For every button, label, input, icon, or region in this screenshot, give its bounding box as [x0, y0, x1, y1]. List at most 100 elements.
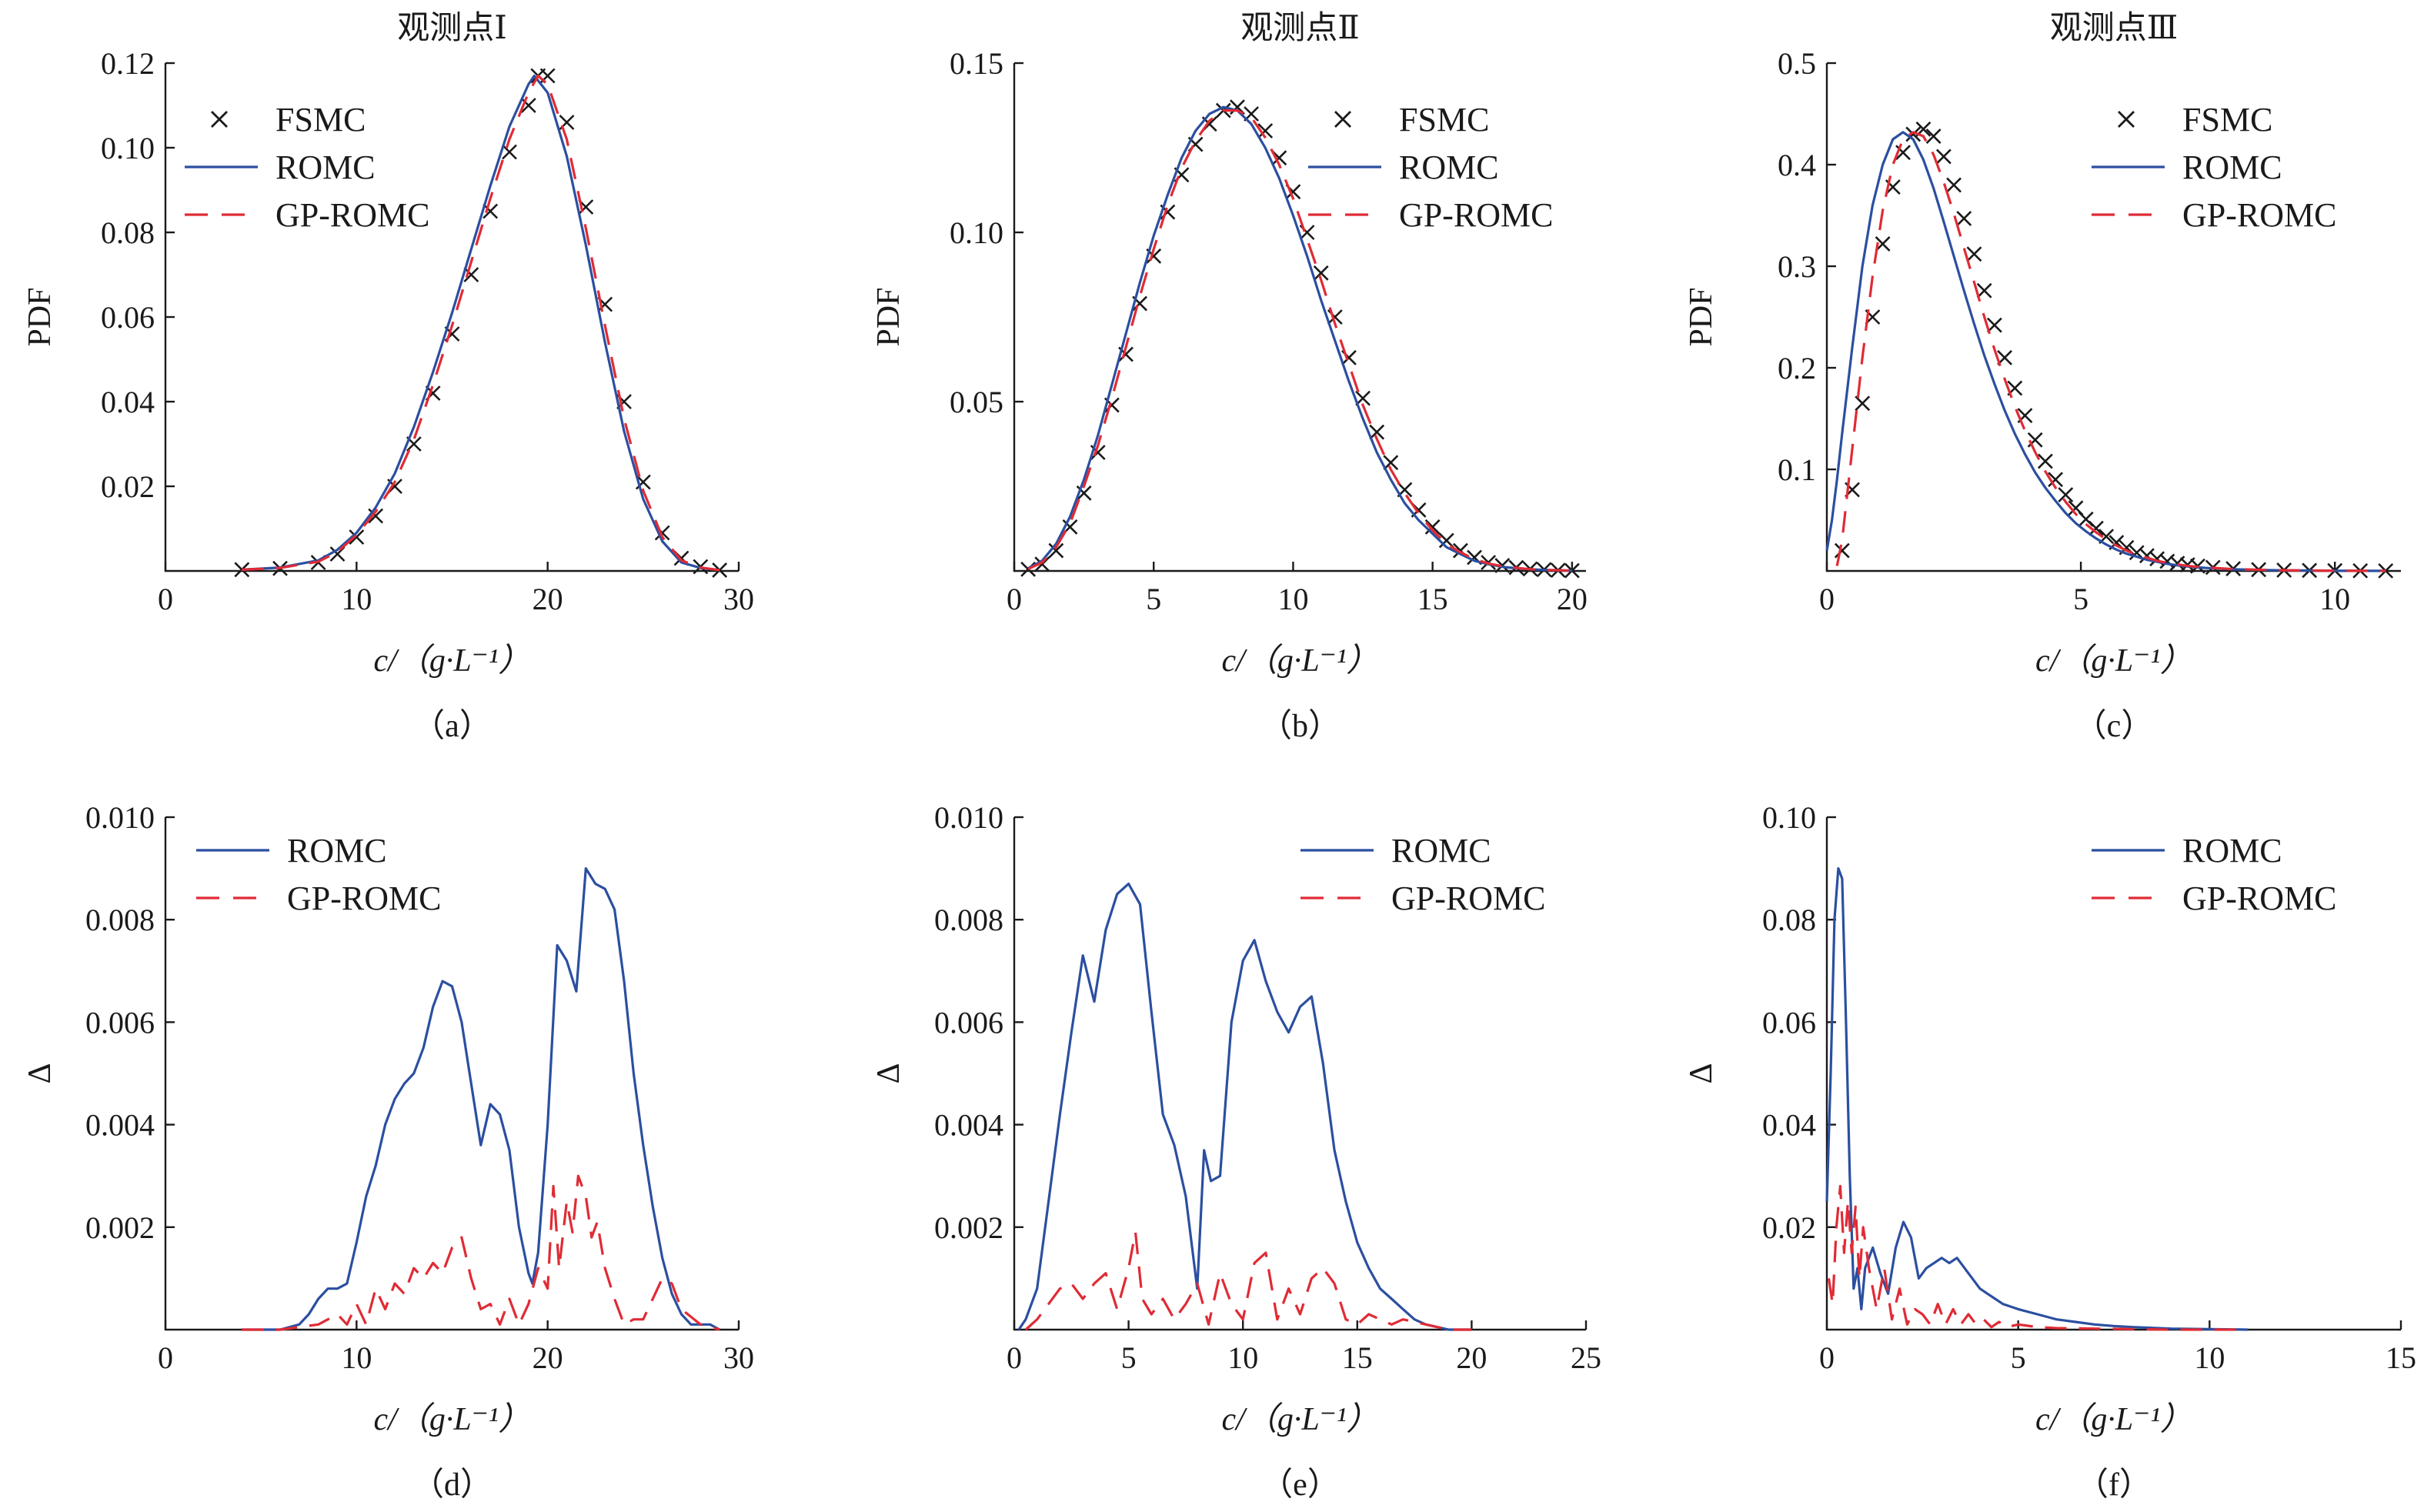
x-tick-label: 0	[1007, 582, 1022, 616]
legend-marker-x	[1334, 111, 1351, 128]
y-tick-label: 0.12	[101, 46, 155, 81]
x-tick-label: 30	[723, 1340, 754, 1375]
panel-a: 0 10 20 30 0.02 0.04 0.06 0.08 0.10 0.12 c/（g·L⁻¹）…	[22, 11, 754, 744]
y-axis-title: Δ	[871, 1063, 906, 1083]
series-romc	[242, 74, 720, 572]
series-line	[1825, 131, 2386, 572]
x-tick-label: 15	[1342, 1340, 1373, 1375]
y-tick-label: 0.3	[1778, 249, 1816, 284]
legend-label: GP-ROMC	[2182, 879, 2337, 917]
panel-caption: （a）	[412, 709, 492, 744]
x-tick-label: 25	[1571, 1340, 1601, 1375]
legend: ROMC GP-ROMC	[1300, 832, 1546, 917]
legend: FSMC ROMC GP-ROMC	[2092, 101, 2337, 234]
data-point-marker	[1986, 317, 2002, 333]
legend: FSMC ROMC GP-ROMC	[185, 101, 430, 234]
data-point-marker	[1875, 236, 1891, 252]
x-tick-label: 20	[1456, 1340, 1487, 1375]
x-tick-label: 30	[723, 582, 754, 616]
series-gp-romc	[242, 1174, 720, 1331]
legend-marker-x	[211, 111, 228, 128]
panel-b: 0 5 10 15 20 0.05 0.10 0.15 c/（g·L⁻¹） PDF 观测点Ⅱ （b） F…	[871, 11, 1588, 744]
y-tick-label: 0.15	[950, 46, 1003, 81]
series-romc	[1017, 882, 1472, 1331]
x-tick-label: 5	[1146, 582, 1161, 616]
x-axis-title: c/（g·L⁻¹）	[1222, 643, 1379, 679]
data-point-marker	[1855, 396, 1871, 412]
panel-c: 0 5 10 0.1 0.2 0.3 0.4 0.5 c/（g·L⁻¹） PDF 观测点Ⅲ （c） FS…	[1684, 11, 2401, 744]
data-point-marker	[502, 144, 517, 160]
y-tick-label: 0.2	[1778, 351, 1816, 386]
series-romc	[1825, 866, 2249, 1331]
legend-label: GP-ROMC	[2182, 196, 2337, 234]
x-tick-label: 15	[2386, 1340, 2416, 1375]
series-line	[1024, 1230, 1472, 1331]
x-axis-title: c/（g·L⁻¹）	[374, 643, 531, 679]
x-tick-label: 10	[2319, 582, 2350, 616]
axis-lines	[164, 63, 739, 572]
data-point-marker	[1905, 126, 1922, 142]
y-tick-label: 0.008	[934, 903, 1003, 937]
legend-label: FSMC	[275, 101, 366, 139]
series-gp-romc	[242, 74, 720, 572]
data-point-marker	[1494, 558, 1511, 573]
data-point-marker	[1976, 282, 1992, 299]
data-point-marker	[1257, 123, 1274, 139]
y-tick-label: 0.006	[934, 1005, 1003, 1040]
data-point-marker	[463, 267, 479, 282]
x-tick-label: 20	[1557, 582, 1588, 616]
legend: FSMC ROMC GP-ROMC	[1308, 101, 1554, 234]
x-tick-label: 20	[533, 582, 563, 616]
y-tick-label: 0.002	[85, 1210, 155, 1245]
x-tick-label: 10	[341, 1340, 372, 1375]
y-axis-title: PDF	[1684, 287, 1719, 346]
y-tick-label: 0.04	[1762, 1108, 1816, 1143]
panel-caption: （b）	[1260, 709, 1341, 744]
y-tick-label: 0.5	[1778, 46, 1816, 81]
data-point-marker	[1925, 129, 1942, 144]
panel-d: 0 10 20 30 0.002 0.004 0.006 0.008 0.010 c/（g·L⁻¹…	[22, 800, 754, 1503]
data-point-marker	[2058, 487, 2074, 502]
panel-f: 0 5 10 15 0.02 0.04 0.06 0.08 0.10 c/（g·L⁻¹） Δ （f） R…	[1684, 800, 2416, 1503]
series-fsmc	[1834, 121, 2394, 579]
series-line	[1827, 1184, 2249, 1331]
x-tick-label: 10	[2194, 1340, 2225, 1375]
x-tick-label: 0	[158, 1340, 173, 1375]
panel-e: 0 5 10 15 20 25 0.002 0.004 0.006 0.008 0.010 c/（g·…	[871, 800, 1601, 1503]
data-point-marker	[1956, 211, 1972, 226]
data-point-marker	[1034, 556, 1050, 572]
data-point-marker	[1048, 542, 1064, 559]
y-tick-label: 0.008	[85, 903, 155, 937]
x-tick-label: 0	[1819, 582, 1835, 616]
data-point-marker	[2027, 432, 2043, 448]
data-point-marker	[1369, 424, 1385, 440]
data-point-marker	[1935, 149, 1952, 165]
y-tick-label: 0.02	[101, 469, 155, 504]
series-gp-romc	[1827, 1184, 2249, 1331]
series-line	[242, 74, 720, 572]
legend-label: ROMC	[2182, 149, 2282, 186]
y-tick-label: 0.04	[101, 385, 155, 419]
y-tick-label: 0.004	[85, 1108, 155, 1143]
y-axis-title: Δ	[22, 1063, 58, 1083]
y-tick-label: 0.010	[85, 800, 155, 835]
panel-caption: （e）	[1260, 1467, 1340, 1503]
x-tick-label: 10	[1277, 582, 1308, 616]
y-tick-label: 0.02	[1762, 1210, 1816, 1245]
series-line	[1825, 866, 2249, 1331]
legend-label: ROMC	[2182, 832, 2282, 869]
x-axis-title: c/（g·L⁻¹）	[2035, 1402, 2192, 1437]
panel-title: 观测点Ⅱ	[1240, 11, 1360, 46]
data-point-marker	[2037, 453, 2053, 469]
data-point-marker	[1383, 455, 1399, 471]
x-tick-label: 20	[533, 1340, 563, 1375]
y-tick-label: 0.08	[1762, 903, 1816, 937]
panel-caption: （d）	[412, 1467, 492, 1503]
data-point-marker	[1313, 265, 1329, 281]
x-tick-label: 0	[1007, 1340, 1022, 1375]
series-gp-romc	[1835, 131, 2386, 572]
legend-marker-x	[2118, 111, 2135, 128]
x-tick-label: 15	[1417, 582, 1448, 616]
series-line	[1017, 882, 1472, 1331]
x-tick-label: 0	[158, 582, 173, 616]
